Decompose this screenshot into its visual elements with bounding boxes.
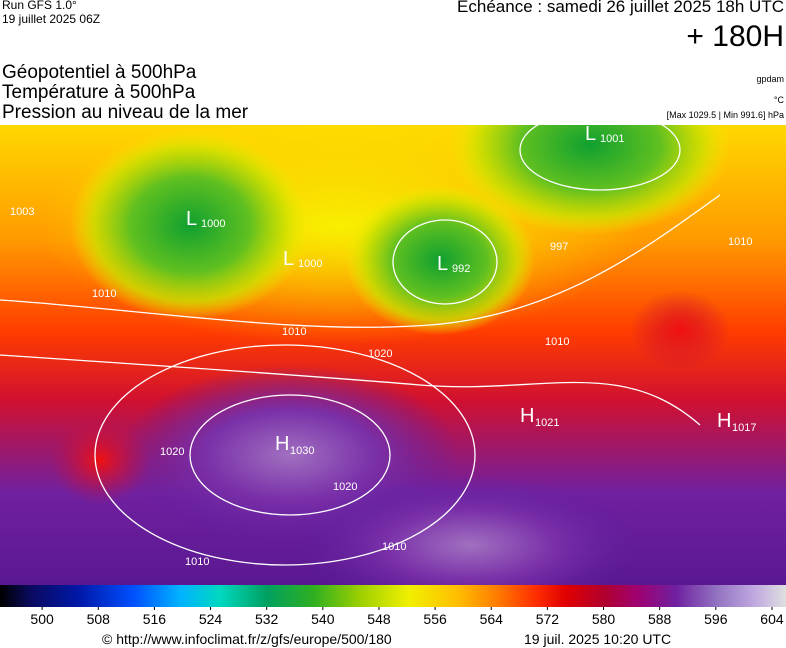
pressure-center: L 1000 (186, 208, 225, 230)
center-letter: L (186, 208, 197, 230)
tick-label: 604 (760, 611, 784, 627)
center-value: 1030 (290, 445, 314, 457)
title: Température à 500hPa (2, 82, 196, 103)
run: Run GFS 1.0° (2, 0, 77, 12)
isobar-label: 1020 (368, 348, 392, 360)
isobar-label: 1010 (282, 326, 306, 338)
colorbar (0, 585, 786, 607)
tick-label: 572 (536, 611, 560, 627)
center-letter: L (585, 125, 596, 145)
center-letter: L (283, 248, 294, 270)
isobar-label: 1020 (333, 481, 357, 493)
center-letter: L (437, 253, 448, 275)
isobar-label: 1010 (92, 288, 116, 300)
title: Géopotentiel à 500hPa (2, 62, 197, 83)
isobar-label: 1020 (160, 446, 184, 458)
tick-label: 548 (367, 611, 391, 627)
pressure-center: H 1021 (520, 405, 559, 429)
generated: 19 juil. 2025 10:20 UTC (524, 631, 672, 647)
pressure-center: H 1017 (717, 410, 756, 434)
tick-label: 500 (30, 611, 54, 627)
isobar-label: 997 (550, 241, 568, 253)
center-letter: H (275, 433, 289, 455)
tick-label: 556 (423, 611, 447, 627)
isobar-label: 1003 (10, 206, 34, 218)
tick-label: 564 (480, 611, 504, 627)
valid-time: Echéance : samedi 26 juillet 2025 18h UT… (457, 0, 784, 16)
center-value: 1001 (600, 133, 624, 145)
extremes: [Max 1029.5 | Min 991.6] hPa (666, 110, 784, 120)
tick-label: 516 (143, 611, 167, 627)
tick-label: 596 (704, 611, 728, 627)
pressure-center: L 1001 (585, 125, 624, 145)
center-letter: H (520, 405, 534, 427)
center-value: 1021 (535, 417, 559, 429)
center-letter: H (717, 410, 731, 432)
center-value: 1000 (201, 218, 225, 230)
run-date: 19 juillet 2025 06Z (2, 12, 101, 26)
center-value: 992 (452, 263, 470, 275)
tick-label: 588 (648, 611, 672, 627)
tick-label: 532 (255, 611, 279, 627)
isobar-label: 1010 (185, 556, 209, 568)
center-value: 1000 (298, 258, 322, 270)
unit: °C (773, 95, 784, 105)
pressure-center: L 1000 (283, 248, 322, 270)
map: 1003 1010 1010 1020 1020 1020 1010 1010 … (0, 125, 786, 585)
tick-label: 524 (199, 611, 223, 627)
isobar-label: 1010 (382, 541, 406, 553)
unit: gpdam (756, 74, 784, 84)
source: © http://www.infoclimat.fr/z/gfs/europe/… (102, 631, 392, 647)
lead-time: + 180H (686, 20, 784, 53)
pressure-center: H 1030 (275, 433, 314, 457)
colorbar-ticks: 500 508 516 524 532 540 548 556 564 572 580 588 596 6… (30, 607, 784, 627)
tick-label: 540 (311, 611, 335, 627)
pressure-center: L 992 (437, 253, 470, 275)
tick-label: 508 (87, 611, 111, 627)
center-value: 1017 (732, 422, 756, 434)
tick-label: 580 (592, 611, 616, 627)
title: Pression au niveau de la mer (2, 102, 249, 123)
isobar-label: 1010 (545, 336, 569, 348)
isobar-label: 1010 (728, 236, 752, 248)
